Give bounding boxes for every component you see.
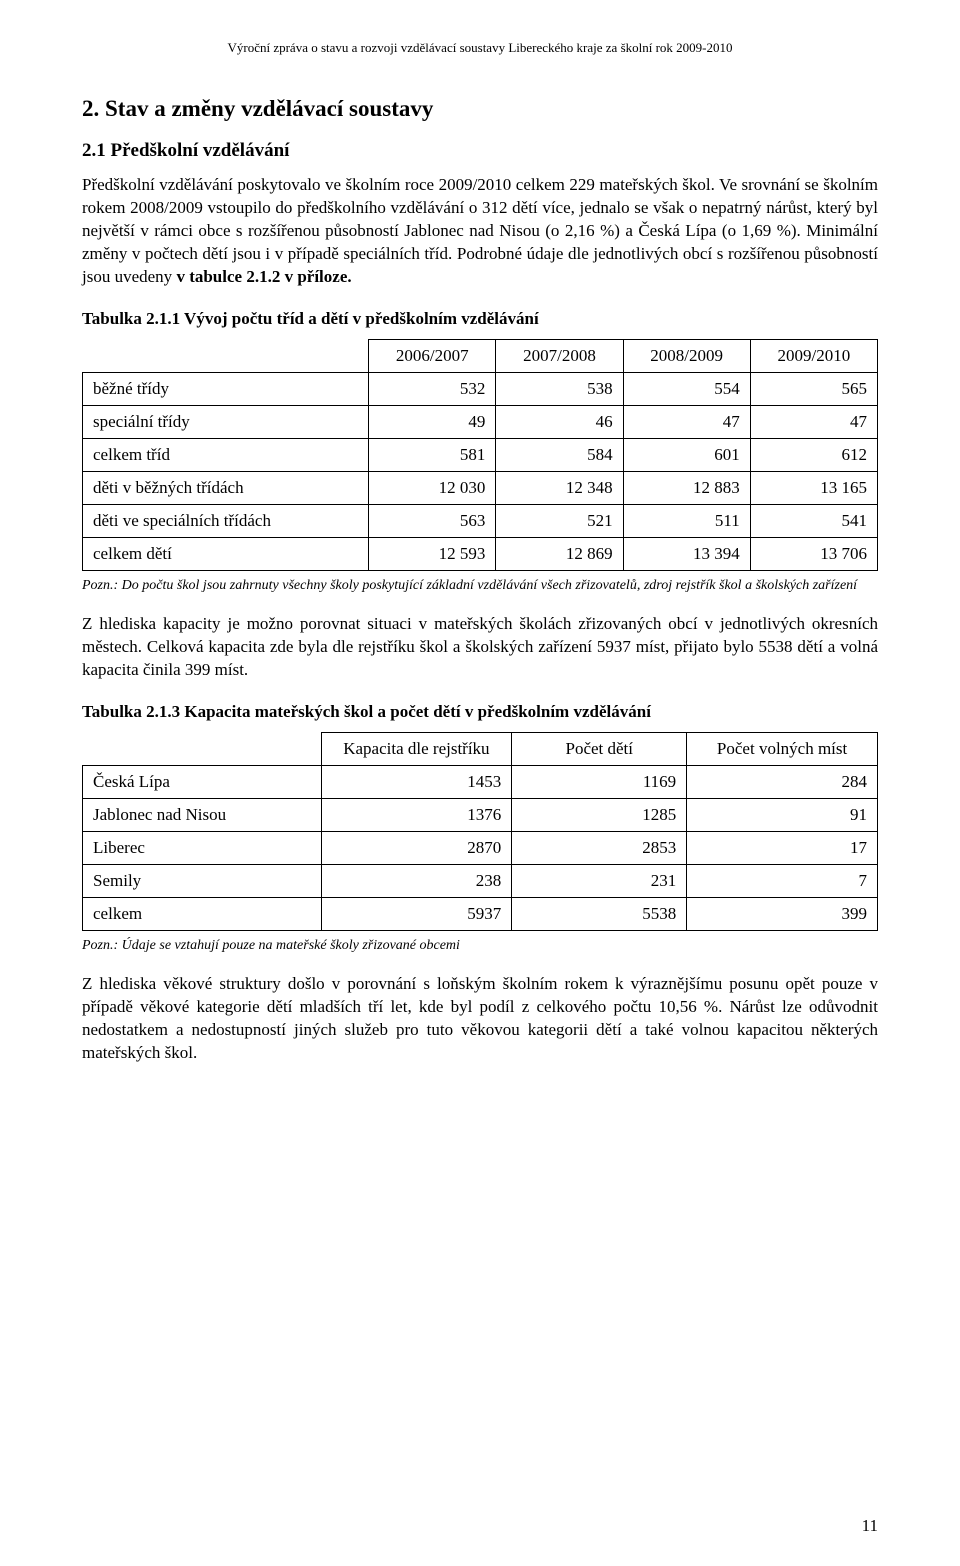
table1-col1: 2006/2007 — [369, 339, 496, 372]
cell-label: děti v běžných třídách — [83, 471, 369, 504]
cell: 1285 — [512, 798, 687, 831]
cell: 5937 — [321, 897, 512, 930]
cell: 13 165 — [750, 471, 877, 504]
cell: 12 883 — [623, 471, 750, 504]
mid-paragraph: Z hlediska kapacity je možno porovnat si… — [82, 613, 878, 682]
table-row: Česká Lípa 1453 1169 284 — [83, 765, 878, 798]
cell-label: Liberec — [83, 831, 322, 864]
cell: 5538 — [512, 897, 687, 930]
section-title: 2. Stav a změny vzdělávací soustavy — [82, 96, 878, 122]
cell-label: celkem — [83, 897, 322, 930]
cell: 554 — [623, 372, 750, 405]
table1-col4: 2009/2010 — [750, 339, 877, 372]
page-number: 11 — [862, 1516, 878, 1536]
cell: 1453 — [321, 765, 512, 798]
table1: 2006/2007 2007/2008 2008/2009 2009/2010 … — [82, 339, 878, 571]
table-row: Liberec 2870 2853 17 — [83, 831, 878, 864]
cell: 565 — [750, 372, 877, 405]
running-header: Výroční zpráva o stavu a rozvoji vzděláv… — [82, 40, 878, 56]
cell: 238 — [321, 864, 512, 897]
table-row: děti ve speciálních třídách 563 521 511 … — [83, 504, 878, 537]
table-header-row: Kapacita dle rejstříku Počet dětí Počet … — [83, 732, 878, 765]
cell: 581 — [369, 438, 496, 471]
cell: 91 — [687, 798, 878, 831]
cell: 584 — [496, 438, 623, 471]
cell-label: celkem tříd — [83, 438, 369, 471]
table2-col3: Počet volných míst — [687, 732, 878, 765]
table-row: děti v běžných třídách 12 030 12 348 12 … — [83, 471, 878, 504]
cell: 12 030 — [369, 471, 496, 504]
table2-col0 — [83, 732, 322, 765]
subsection-title: 2.1 Předškolní vzdělávání — [82, 140, 878, 162]
cell: 1376 — [321, 798, 512, 831]
cell: 284 — [687, 765, 878, 798]
table-row: běžné třídy 532 538 554 565 — [83, 372, 878, 405]
closing-paragraph: Z hlediska věkové struktury došlo v poro… — [82, 973, 878, 1065]
cell: 538 — [496, 372, 623, 405]
cell: 13 706 — [750, 537, 877, 570]
table-row: celkem tříd 581 584 601 612 — [83, 438, 878, 471]
table2-caption: Tabulka 2.1.3 Kapacita mateřských škol a… — [82, 702, 878, 722]
table-header-row: 2006/2007 2007/2008 2008/2009 2009/2010 — [83, 339, 878, 372]
cell-label: běžné třídy — [83, 372, 369, 405]
table1-col0 — [83, 339, 369, 372]
cell: 2870 — [321, 831, 512, 864]
cell: 12 348 — [496, 471, 623, 504]
cell: 13 394 — [623, 537, 750, 570]
cell: 521 — [496, 504, 623, 537]
cell-label: Jablonec nad Nisou — [83, 798, 322, 831]
cell-label: celkem dětí — [83, 537, 369, 570]
cell: 47 — [750, 405, 877, 438]
cell: 231 — [512, 864, 687, 897]
table1-note: Pozn.: Do počtu škol jsou zahrnuty všech… — [82, 577, 878, 595]
cell: 541 — [750, 504, 877, 537]
cell: 7 — [687, 864, 878, 897]
page: Výroční zpráva o stavu a rozvoji vzděláv… — [0, 0, 960, 1566]
cell: 12 593 — [369, 537, 496, 570]
table2: Kapacita dle rejstříku Počet dětí Počet … — [82, 732, 878, 931]
cell: 601 — [623, 438, 750, 471]
table2-col2: Počet dětí — [512, 732, 687, 765]
cell: 17 — [687, 831, 878, 864]
cell: 46 — [496, 405, 623, 438]
table1-col2: 2007/2008 — [496, 339, 623, 372]
table-row: celkem dětí 12 593 12 869 13 394 13 706 — [83, 537, 878, 570]
table-row: Semily 238 231 7 — [83, 864, 878, 897]
cell: 532 — [369, 372, 496, 405]
cell: 563 — [369, 504, 496, 537]
cell: 399 — [687, 897, 878, 930]
table2-col1: Kapacita dle rejstříku — [321, 732, 512, 765]
cell-label: Česká Lípa — [83, 765, 322, 798]
table-row: Jablonec nad Nisou 1376 1285 91 — [83, 798, 878, 831]
cell-label: děti ve speciálních třídách — [83, 504, 369, 537]
cell: 1169 — [512, 765, 687, 798]
cell-label: Semily — [83, 864, 322, 897]
cell: 511 — [623, 504, 750, 537]
cell: 12 869 — [496, 537, 623, 570]
table2-note: Pozn.: Údaje se vztahují pouze na mateřs… — [82, 937, 878, 955]
cell-label: speciální třídy — [83, 405, 369, 438]
cell: 49 — [369, 405, 496, 438]
table-row: celkem 5937 5538 399 — [83, 897, 878, 930]
cell: 2853 — [512, 831, 687, 864]
intro-paragraph: Předškolní vzdělávání poskytovalo ve ško… — [82, 174, 878, 289]
cell: 612 — [750, 438, 877, 471]
table1-col3: 2008/2009 — [623, 339, 750, 372]
cell: 47 — [623, 405, 750, 438]
table-row: speciální třídy 49 46 47 47 — [83, 405, 878, 438]
table1-caption: Tabulka 2.1.1 Vývoj počtu tříd a dětí v … — [82, 309, 878, 329]
